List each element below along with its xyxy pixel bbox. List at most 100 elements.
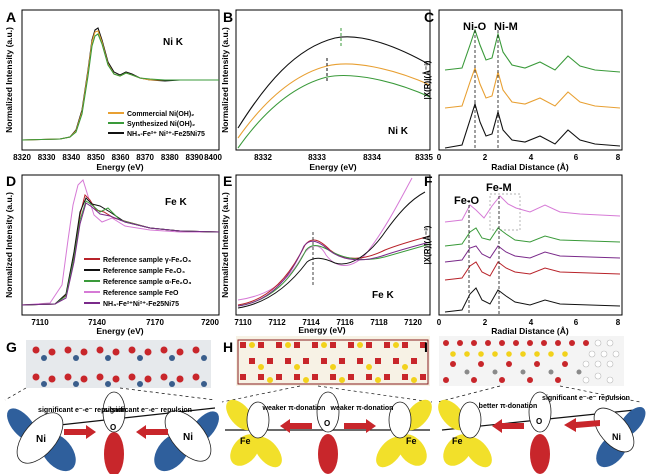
tick-e-0: 7110 bbox=[234, 318, 252, 327]
panel-letter-f: F bbox=[424, 173, 433, 189]
panel-letter-a: A bbox=[6, 9, 16, 25]
tick-b-3: 8335 bbox=[415, 153, 433, 162]
curve-f-alpha bbox=[444, 227, 621, 247]
curve-a-synth bbox=[21, 33, 219, 141]
caption-g-right: significant e⁻-e⁻ repulsion bbox=[104, 407, 192, 414]
tick-c-4: 8 bbox=[616, 153, 621, 162]
arrow-g-2 bbox=[136, 425, 168, 439]
tick-c-2: 4 bbox=[529, 153, 534, 162]
y-label-a: Normalized Intensity (a.u.) bbox=[4, 27, 14, 133]
tick-a-7: 8390 bbox=[186, 153, 204, 162]
tick-e-5: 7120 bbox=[404, 318, 422, 327]
ni-orbital-i: Ni bbox=[593, 407, 646, 468]
x-label-e: Energy (eV) bbox=[298, 325, 345, 335]
element-label-d: Fe K bbox=[165, 197, 187, 208]
ni-label-i: Ni bbox=[612, 432, 621, 442]
tick-c-0: 0 bbox=[437, 153, 442, 162]
panel-d: D Normalized Intensity (a.u.) 7110 7140 … bbox=[4, 173, 220, 336]
o-label-h: O bbox=[324, 419, 330, 428]
peak-label-f-2: Fe-M bbox=[486, 182, 512, 194]
arrow-i-2 bbox=[564, 418, 600, 432]
y-label-d: Normalized Intensity (a.u.) bbox=[4, 192, 14, 298]
legend-label-d-0: Reference sample γ-Fe₂O₃ bbox=[103, 257, 191, 264]
legend-label-d-4: NH₃-Fe²⁺Ni²⁺-Fe25Ni75 bbox=[103, 301, 179, 308]
tick-f-2: 4 bbox=[529, 318, 534, 327]
curve-c-commercial bbox=[444, 66, 621, 109]
curve-d-fe3o4 bbox=[21, 197, 220, 306]
caption-i-left: better π-donation bbox=[479, 403, 538, 410]
legend-label-a-0: Commercial Ni(OH)₂ bbox=[127, 111, 194, 118]
axes-frame-f bbox=[438, 174, 623, 316]
curve-d-feo bbox=[21, 179, 219, 306]
tick-a-2: 8340 bbox=[62, 153, 80, 162]
arrow-i-1 bbox=[492, 419, 524, 433]
crystal-lattice-h bbox=[237, 339, 429, 385]
curve-e-gamma bbox=[237, 235, 431, 306]
panel-letter-c: C bbox=[424, 9, 434, 25]
fe-orbital-i: Fe bbox=[438, 399, 492, 468]
element-label-e: Fe K bbox=[372, 290, 394, 301]
legend-label-a-1: Synthesized Ni(OH)₂ bbox=[127, 121, 195, 128]
caption-g-left: significant e⁻-e⁻ repulsion bbox=[38, 407, 126, 414]
tick-a-4: 8360 bbox=[112, 153, 130, 162]
peak-label-f-1: Fe-O bbox=[454, 195, 480, 207]
curve-c-synth bbox=[444, 28, 621, 73]
y-label-c: |X(R)|(Å⁻³) bbox=[423, 60, 432, 99]
panel-c: C |X(R)|(Å⁻³) 0 2 4 6 8 Radial Distance … bbox=[423, 9, 623, 172]
tick-b-2: 8334 bbox=[363, 153, 381, 162]
curve-f-fe3o4 bbox=[444, 287, 621, 313]
panel-i: I Fe bbox=[424, 336, 646, 474]
legend-label-a-2: NH₃-Fe²⁺ Ni²⁺-Fe25Ni75 bbox=[127, 131, 205, 138]
x-label-f: Radial Distance (Å) bbox=[491, 326, 569, 336]
tick-e-3: 7116 bbox=[336, 318, 354, 327]
tick-e-4: 7118 bbox=[370, 318, 388, 327]
curve-f-gamma bbox=[444, 261, 621, 281]
arrow-h-1 bbox=[280, 419, 312, 433]
panel-letter-d: D bbox=[6, 173, 16, 189]
axes-frame-c bbox=[438, 9, 623, 151]
axes-frame-b bbox=[235, 9, 431, 151]
ni-orbital-right-g: Ni bbox=[154, 410, 219, 472]
tick-b-0: 8332 bbox=[254, 153, 272, 162]
curve-f-ni75 bbox=[444, 245, 621, 263]
fe-label-right-h: Fe bbox=[406, 436, 417, 446]
element-label-a: Ni K bbox=[163, 37, 184, 48]
curve-b-ni75 bbox=[237, 36, 431, 129]
panel-letter-g: G bbox=[6, 339, 17, 355]
nickel-atoms-g bbox=[41, 355, 207, 387]
tick-d-0: 7110 bbox=[31, 318, 49, 327]
tick-e-2: 7114 bbox=[302, 318, 320, 327]
o-orbital-i: O bbox=[528, 391, 552, 474]
tick-f-3: 6 bbox=[574, 318, 579, 327]
zoom-line-g-2 bbox=[119, 387, 216, 401]
element-label-b: Ni K bbox=[388, 126, 409, 137]
caption-h-right: weaker π-donation bbox=[330, 405, 394, 412]
fe-label-i: Fe bbox=[452, 436, 463, 446]
panel-f: F |X(R)|(Å⁻³) 0 2 4 6 8 Radial Distance … bbox=[423, 173, 623, 336]
panel-letter-h: H bbox=[223, 339, 233, 355]
y-label-e: Normalized Intensity (a.u.) bbox=[220, 192, 230, 298]
x-label-b: Energy (eV) bbox=[309, 162, 356, 172]
y-label-b: Normalized Intensity (a.u.) bbox=[220, 27, 230, 133]
tick-e-1: 7112 bbox=[268, 318, 286, 327]
crystal-lattice-i bbox=[443, 339, 620, 384]
panel-letter-e: E bbox=[223, 173, 232, 189]
curve-f-feo bbox=[444, 195, 621, 223]
fe-label-left-h: Fe bbox=[240, 436, 251, 446]
arrow-g-1 bbox=[64, 425, 96, 439]
tick-a-6: 8380 bbox=[161, 153, 179, 162]
ni-orbital-left-g: Ni bbox=[7, 408, 76, 472]
o-orbital-g: O bbox=[102, 391, 126, 474]
curve-e-fe3o4 bbox=[237, 191, 426, 309]
tick-c-1: 2 bbox=[483, 153, 488, 162]
peak-label-c-1: Ni-O bbox=[463, 21, 487, 33]
tick-a-8: 8400 bbox=[204, 153, 222, 162]
panel-letter-i: I bbox=[424, 339, 428, 355]
axes-frame-e bbox=[235, 174, 431, 316]
zoom-line-i-2 bbox=[559, 385, 641, 403]
tick-f-0: 0 bbox=[437, 318, 442, 327]
tick-a-5: 8370 bbox=[136, 153, 154, 162]
axes-frame-d bbox=[21, 174, 220, 316]
highlight-box-f bbox=[489, 193, 521, 231]
caption-h-left: weaker π-donation bbox=[262, 405, 326, 412]
